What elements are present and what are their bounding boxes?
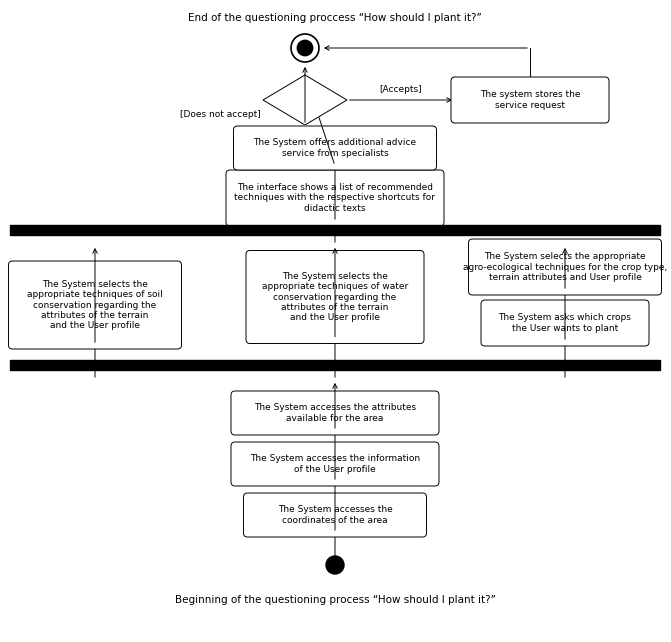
Circle shape bbox=[326, 556, 344, 574]
FancyBboxPatch shape bbox=[234, 126, 437, 170]
Text: [Accepts]: [Accepts] bbox=[380, 85, 422, 94]
FancyBboxPatch shape bbox=[481, 300, 649, 346]
FancyBboxPatch shape bbox=[231, 391, 439, 435]
FancyBboxPatch shape bbox=[231, 442, 439, 486]
FancyBboxPatch shape bbox=[468, 239, 662, 295]
Bar bbox=[10, 225, 660, 235]
Text: The System accesses the attributes
available for the area: The System accesses the attributes avail… bbox=[254, 403, 416, 422]
FancyBboxPatch shape bbox=[9, 261, 181, 349]
Text: The system stores the
service request: The system stores the service request bbox=[480, 91, 580, 110]
Text: The System accesses the
coordinates of the area: The System accesses the coordinates of t… bbox=[278, 505, 393, 525]
Text: The System selects the appropriate
agro-ecological techniques for the crop type,: The System selects the appropriate agro-… bbox=[463, 252, 667, 282]
Text: The System accesses the information
of the User profile: The System accesses the information of t… bbox=[250, 455, 420, 474]
Text: Beginning of the questioning process “How should I plant it?”: Beginning of the questioning process “Ho… bbox=[174, 595, 495, 605]
FancyBboxPatch shape bbox=[244, 493, 427, 537]
Bar bbox=[10, 360, 660, 370]
Text: The interface shows a list of recommended
techniques with the respective shortcu: The interface shows a list of recommende… bbox=[234, 183, 435, 213]
Polygon shape bbox=[263, 75, 347, 125]
FancyBboxPatch shape bbox=[451, 77, 609, 123]
Text: [Does not accept]: [Does not accept] bbox=[180, 110, 261, 119]
Text: The System offers additional advice
service from specialists: The System offers additional advice serv… bbox=[254, 138, 417, 158]
Circle shape bbox=[297, 40, 313, 56]
Text: The System asks which crops
the User wants to plant: The System asks which crops the User wan… bbox=[499, 313, 631, 333]
Text: The System selects the
appropriate techniques of water
conservation regarding th: The System selects the appropriate techn… bbox=[262, 272, 408, 322]
FancyBboxPatch shape bbox=[246, 250, 424, 343]
Text: End of the questioning proccess “How should I plant it?”: End of the questioning proccess “How sho… bbox=[188, 13, 482, 23]
FancyBboxPatch shape bbox=[226, 170, 444, 226]
Text: The System selects the
appropriate techniques of soil
conservation regarding the: The System selects the appropriate techn… bbox=[27, 280, 163, 330]
